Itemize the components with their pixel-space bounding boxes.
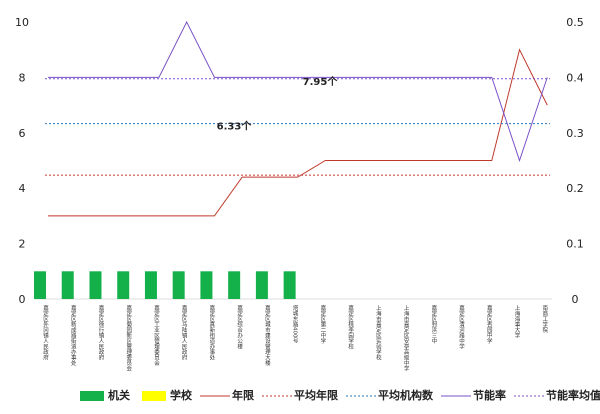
y-tick-label: 10 — [15, 16, 29, 29]
x-tick-label: 嘉定区真新街道办事处 — [208, 304, 215, 362]
x-tick-label: 嘉定区杏园中学 — [486, 304, 493, 344]
x-tick-label: 嘉定区第二中学 — [319, 304, 326, 344]
x-tick-label: 上海市嘉定区实验学校 — [375, 304, 382, 362]
x-tick-label: 上海市嘉定区安亭高级中学 — [403, 304, 410, 372]
y-tick-label: 2 — [19, 238, 26, 251]
legend-label: 平均机构数 — [378, 388, 434, 402]
bar — [117, 271, 130, 299]
legend-label: 机关 — [108, 388, 130, 402]
x-tick-label: 嘉定区徐行镇人民政府 — [97, 304, 104, 362]
y2-tick-label: 0.1 — [566, 238, 584, 251]
y2-tick-label: 0 — [572, 293, 579, 306]
x-tick-label: 嘉定区外冈镇人民政府 — [42, 304, 49, 362]
legend-label: 平均年限 — [294, 388, 338, 402]
bar — [34, 271, 46, 299]
y2-tick-label: 0.5 — [566, 16, 584, 29]
bar — [200, 271, 213, 299]
y-tick-label: 0 — [19, 293, 26, 306]
bar — [144, 271, 157, 299]
y-tick-label: 4 — [19, 182, 26, 195]
x-tick-label: 嘉定区清河路中学 — [458, 304, 465, 350]
x-tick-label: 嘉定区马陆镇人民政府 — [181, 304, 188, 362]
legend-label: 节能率均值 — [546, 388, 600, 402]
reference-label: 7.95个 — [303, 75, 339, 88]
legend-swatch — [80, 391, 104, 401]
x-tick-label: 嘉定区综合办公楼 — [236, 304, 243, 351]
x-tick-label: 嘉定区封浜三中 — [430, 304, 437, 345]
bar — [89, 271, 102, 299]
y-tick-label: 6 — [19, 127, 26, 140]
x-tick-label: 南商工学院 — [541, 304, 548, 334]
y2-tick-label: 0.4 — [566, 71, 584, 84]
reference-label: 6.33个 — [217, 120, 253, 133]
bar — [255, 271, 268, 299]
x-tick-label: 嘉定区桃李园学校 — [347, 304, 354, 351]
x-tick-label: 上海海事大学 — [514, 304, 521, 339]
x-tick-label: 嘉定区工业区管理委员会 — [153, 304, 160, 367]
line-series — [48, 48, 548, 217]
bar — [228, 271, 241, 299]
line-series — [48, 20, 548, 163]
y2-tick-label: 0.3 — [566, 127, 584, 140]
bar — [283, 271, 296, 299]
legend-swatch — [142, 391, 166, 401]
bar — [61, 271, 74, 299]
legend-label: 学校 — [170, 388, 193, 402]
x-tick-label: 嘉定区城市建设管理大楼 — [264, 304, 271, 367]
x-tick-label: 嘉定区新成路街道办事处 — [70, 304, 77, 367]
legend-label: 节能率 — [473, 388, 506, 402]
bar — [172, 271, 185, 299]
legend-label: 年限 — [232, 388, 254, 402]
x-tick-label: 嘉定区菊园新区管理委员会 — [125, 304, 132, 373]
y2-tick-label: 0.2 — [566, 182, 584, 195]
x-tick-label: 塔城东路400号 — [292, 304, 299, 344]
y-tick-label: 8 — [19, 71, 26, 84]
